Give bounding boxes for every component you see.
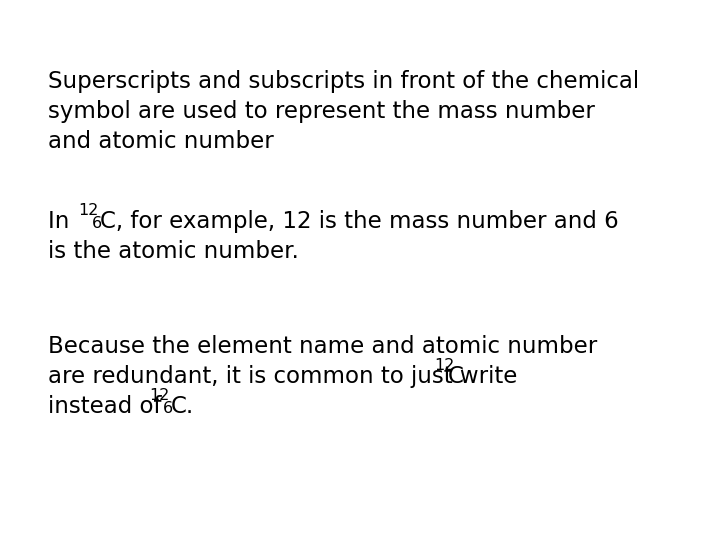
Text: 12: 12: [149, 388, 169, 403]
Text: Superscripts and subscripts in front of the chemical: Superscripts and subscripts in front of …: [48, 70, 639, 93]
Text: 6: 6: [92, 216, 102, 231]
Text: and atomic number: and atomic number: [48, 130, 274, 153]
Text: C, for example, 12 is the mass number and 6: C, for example, 12 is the mass number an…: [100, 210, 618, 233]
Text: 12: 12: [434, 358, 454, 373]
Text: 6: 6: [163, 401, 173, 416]
Text: C.: C.: [171, 395, 194, 418]
Text: 12: 12: [78, 203, 99, 218]
Text: Because the element name and atomic number: Because the element name and atomic numb…: [48, 335, 598, 358]
Text: In: In: [48, 210, 84, 233]
Text: C: C: [448, 365, 464, 388]
Text: symbol are used to represent the mass number: symbol are used to represent the mass nu…: [48, 100, 595, 123]
Text: instead of: instead of: [48, 395, 168, 418]
Text: is the atomic number.: is the atomic number.: [48, 240, 299, 263]
Text: are redundant, it is common to just write: are redundant, it is common to just writ…: [48, 365, 525, 388]
